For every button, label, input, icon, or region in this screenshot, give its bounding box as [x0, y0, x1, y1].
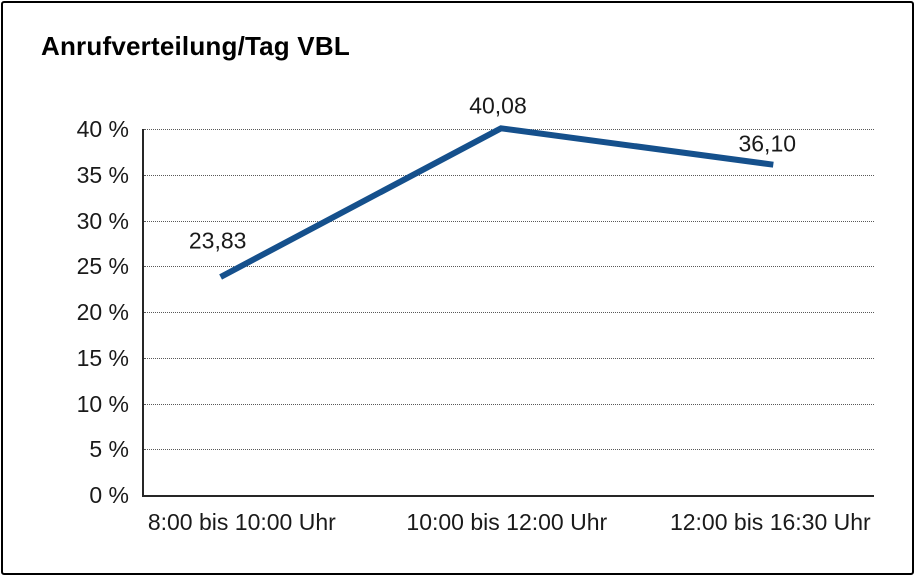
gridline [144, 266, 874, 268]
gridline [144, 357, 874, 359]
y-tick-label: 5 % [89, 436, 129, 463]
x-category-label: 10:00 bis 12:00 Uhr [406, 509, 608, 535]
plot-area: 23,83 40,08 36,10 8:00 bis 10:00 Uhr 10:00 … [142, 93, 874, 535]
y-tick-label: 20 % [76, 299, 129, 325]
line-series-svg [219, 125, 774, 280]
y-tick-label: 25 % [76, 253, 129, 280]
y-tick-label: 0 % [89, 482, 129, 508]
gridline [144, 312, 874, 313]
data-line [219, 125, 774, 280]
data-point-label: 36,10 [738, 130, 797, 157]
chart-title: Anrufverteilung/Tag VBL [41, 31, 350, 61]
gridline [144, 449, 874, 451]
data-point-label: 40,08 [469, 92, 527, 119]
gridline [144, 403, 874, 405]
y-tick-label: 40 % [76, 116, 129, 142]
y-tick-label: 35 % [76, 161, 129, 188]
x-category-label: 8:00 bis 10:00 Uhr [147, 509, 336, 535]
y-tick-label: 30 % [76, 207, 129, 234]
gridline [144, 220, 874, 222]
data-point-label: 23,83 [188, 227, 247, 254]
y-tick-label: 10 % [76, 390, 129, 417]
x-category-label: 12:00 bis 16:30 Uhr [669, 509, 871, 535]
y-tick-label: 15 % [76, 344, 129, 371]
gridline [144, 174, 874, 176]
